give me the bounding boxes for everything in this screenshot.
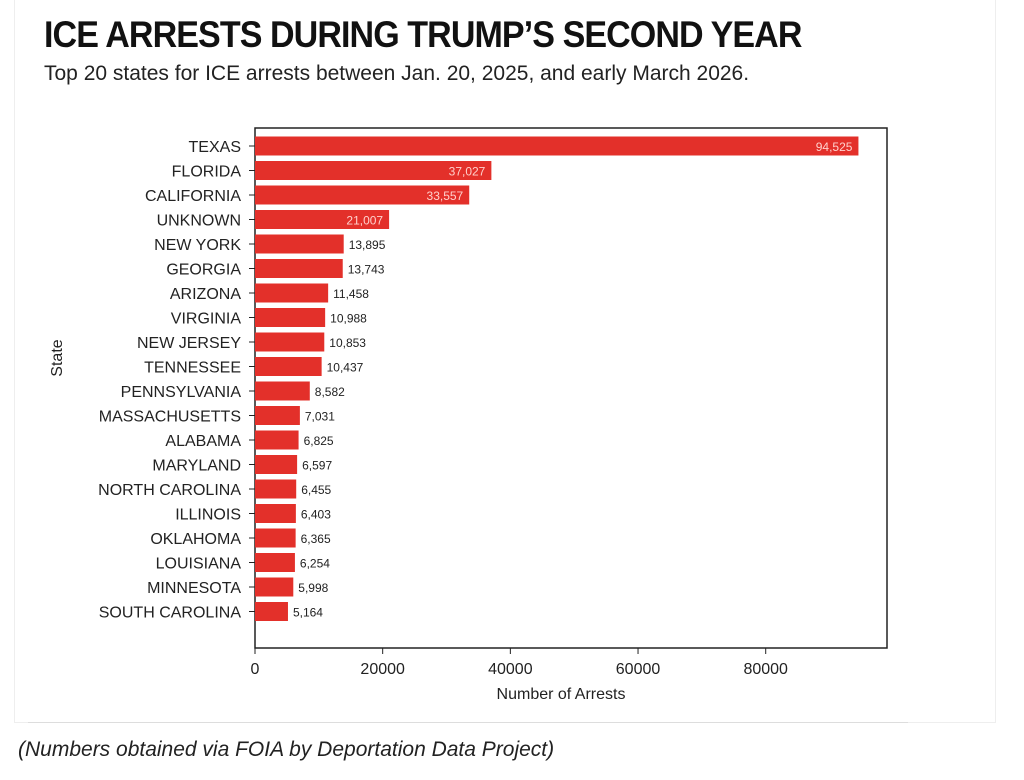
y-tick-label: NEW JERSEY xyxy=(137,335,241,352)
y-tick-label: LOUISIANA xyxy=(156,556,242,573)
bar-oklahoma xyxy=(255,528,296,548)
bar-unknown xyxy=(255,210,390,229)
bar-georgia xyxy=(255,259,343,278)
y-tick-label: ILLINOIS xyxy=(175,507,241,524)
data-label: 7,031 xyxy=(305,410,335,424)
x-tick-label: 20000 xyxy=(360,661,405,678)
y-tick-label: PENNSYLVANIA xyxy=(121,384,242,401)
bar-virginia xyxy=(255,308,326,327)
data-label: 94,525 xyxy=(816,140,853,154)
bar-maryland xyxy=(255,455,298,474)
x-tick-label: 60000 xyxy=(616,661,661,678)
divider xyxy=(28,722,908,723)
chart-title: ICE ARRESTS DURING TRUMP’S SECOND YEAR xyxy=(44,14,802,55)
data-label: 37,027 xyxy=(449,165,486,179)
bar-texas xyxy=(255,136,859,156)
y-tick-label: TENNESSEE xyxy=(144,360,241,377)
bar-pennsylvania xyxy=(255,381,310,401)
y-tick-label: GEORGIA xyxy=(166,262,241,279)
bar-new-jersey xyxy=(255,332,325,352)
x-tick-label: 80000 xyxy=(743,661,788,678)
chart-subtitle: Top 20 states for ICE arrests between Ja… xyxy=(44,62,750,85)
data-label: 8,582 xyxy=(315,385,345,399)
y-tick-label: ARIZONA xyxy=(170,286,241,303)
y-tick-label: TEXAS xyxy=(189,139,241,156)
data-label: 6,365 xyxy=(301,532,331,546)
y-tick-label: NEW YORK xyxy=(154,237,241,254)
bar-chart: TEXAS 94,525 FLORIDA 37,027 CALIFORNIA 33,557… xyxy=(49,127,888,703)
x-tick-label: 0 xyxy=(251,661,260,678)
bar-florida xyxy=(255,161,492,180)
bar-massachusetts xyxy=(255,406,300,425)
y-axis-label: State xyxy=(49,339,66,376)
data-label: 33,557 xyxy=(427,189,464,203)
bar-arizona xyxy=(255,283,329,303)
bar-illinois xyxy=(255,504,296,523)
y-tick-label: SOUTH CAROLINA xyxy=(99,605,242,622)
bar-alabama xyxy=(255,430,299,450)
data-label: 6,455 xyxy=(301,483,331,497)
x-axis-label: Number of Arrests xyxy=(497,686,626,703)
bar-new-york xyxy=(255,234,344,254)
source-caption: (Numbers obtained via FOIA by Deportatio… xyxy=(18,738,555,761)
y-tick-label: ALABAMA xyxy=(165,433,241,450)
y-tick-label: MASSACHUSETTS xyxy=(99,409,241,426)
y-tick-label: VIRGINIA xyxy=(171,311,242,328)
y-tick-label: MARYLAND xyxy=(152,458,241,475)
data-label: 10,988 xyxy=(330,312,367,326)
chart-card xyxy=(14,0,996,723)
bar-minnesota xyxy=(255,577,294,597)
bar-tennessee xyxy=(255,357,322,376)
bar-south-carolina xyxy=(255,602,288,621)
bar-louisiana xyxy=(255,553,295,572)
y-tick-label: CALIFORNIA xyxy=(145,188,241,205)
data-label: 13,743 xyxy=(348,263,385,277)
data-label: 6,403 xyxy=(301,508,331,522)
y-tick-label: FLORIDA xyxy=(172,164,242,181)
y-tick-label: UNKNOWN xyxy=(157,213,241,230)
plot-frame xyxy=(254,127,888,649)
data-label: 21,007 xyxy=(346,214,383,228)
data-label: 11,458 xyxy=(333,287,369,301)
y-tick-label: NORTH CAROLINA xyxy=(98,482,241,499)
data-label: 10,437 xyxy=(327,361,364,375)
x-tick-label: 40000 xyxy=(488,661,533,678)
data-label: 5,998 xyxy=(298,581,328,595)
data-label: 10,853 xyxy=(329,336,366,350)
data-label: 6,597 xyxy=(302,459,332,473)
data-label: 13,895 xyxy=(349,238,386,252)
data-label: 5,164 xyxy=(293,606,323,620)
bar-north-carolina xyxy=(255,479,297,499)
data-label: 6,254 xyxy=(300,557,330,571)
y-tick-label: MINNESOTA xyxy=(147,580,241,597)
bar-california xyxy=(255,185,470,205)
y-tick-label: OKLAHOMA xyxy=(150,531,241,548)
data-label: 6,825 xyxy=(304,434,334,448)
